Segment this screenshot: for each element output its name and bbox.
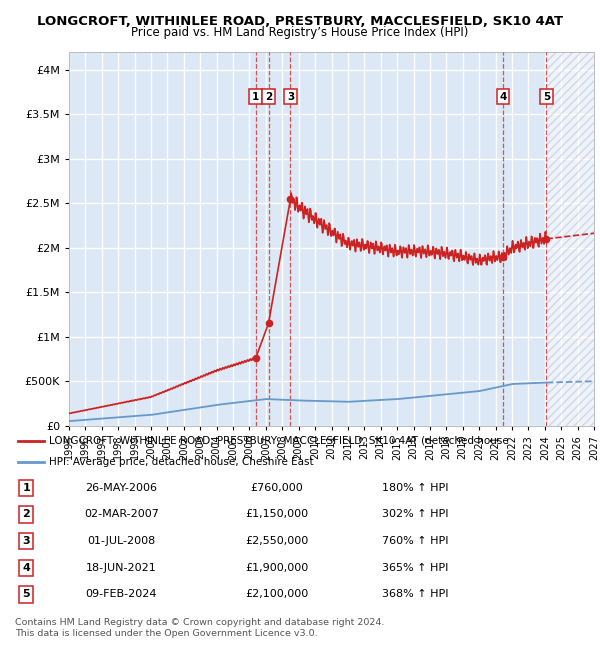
Text: 5: 5 (23, 590, 30, 599)
Text: 2: 2 (23, 510, 30, 519)
Text: 760% ↑ HPI: 760% ↑ HPI (382, 536, 448, 546)
Text: 2: 2 (265, 92, 272, 102)
Text: LONGCROFT, WITHINLEE ROAD, PRESTBURY, MACCLESFIELD, SK10 4AT: LONGCROFT, WITHINLEE ROAD, PRESTBURY, MA… (37, 15, 563, 28)
Text: 368% ↑ HPI: 368% ↑ HPI (382, 590, 448, 599)
Text: £1,900,000: £1,900,000 (245, 563, 308, 573)
Text: LONGCROFT, WITHINLEE ROAD, PRESTBURY, MACCLESFIELD, SK10 4AT (detached house: LONGCROFT, WITHINLEE ROAD, PRESTBURY, MA… (49, 436, 509, 446)
Text: 3: 3 (287, 92, 294, 102)
Text: 18-JUN-2021: 18-JUN-2021 (86, 563, 157, 573)
Text: £2,100,000: £2,100,000 (245, 590, 308, 599)
Text: 180% ↑ HPI: 180% ↑ HPI (382, 483, 448, 493)
Bar (547, 52, 594, 426)
Text: 1: 1 (252, 92, 259, 102)
Text: 4: 4 (22, 563, 31, 573)
Text: This data is licensed under the Open Government Licence v3.0.: This data is licensed under the Open Gov… (15, 629, 317, 638)
Text: 26-MAY-2006: 26-MAY-2006 (85, 483, 157, 493)
Text: 02-MAR-2007: 02-MAR-2007 (84, 510, 159, 519)
Text: £1,150,000: £1,150,000 (245, 510, 308, 519)
Text: £760,000: £760,000 (251, 483, 304, 493)
Text: 01-JUL-2008: 01-JUL-2008 (88, 536, 155, 546)
Text: 5: 5 (543, 92, 550, 102)
Text: 1: 1 (23, 483, 30, 493)
Text: HPI: Average price, detached house, Cheshire East: HPI: Average price, detached house, Ches… (49, 457, 314, 467)
Text: 4: 4 (499, 92, 507, 102)
Text: £2,550,000: £2,550,000 (245, 536, 308, 546)
Text: 365% ↑ HPI: 365% ↑ HPI (382, 563, 448, 573)
Text: 3: 3 (23, 536, 30, 546)
Text: Contains HM Land Registry data © Crown copyright and database right 2024.: Contains HM Land Registry data © Crown c… (15, 618, 385, 627)
Text: 09-FEB-2024: 09-FEB-2024 (86, 590, 157, 599)
Bar (547, 52, 594, 426)
Text: 302% ↑ HPI: 302% ↑ HPI (382, 510, 448, 519)
Text: Price paid vs. HM Land Registry’s House Price Index (HPI): Price paid vs. HM Land Registry’s House … (131, 26, 469, 39)
